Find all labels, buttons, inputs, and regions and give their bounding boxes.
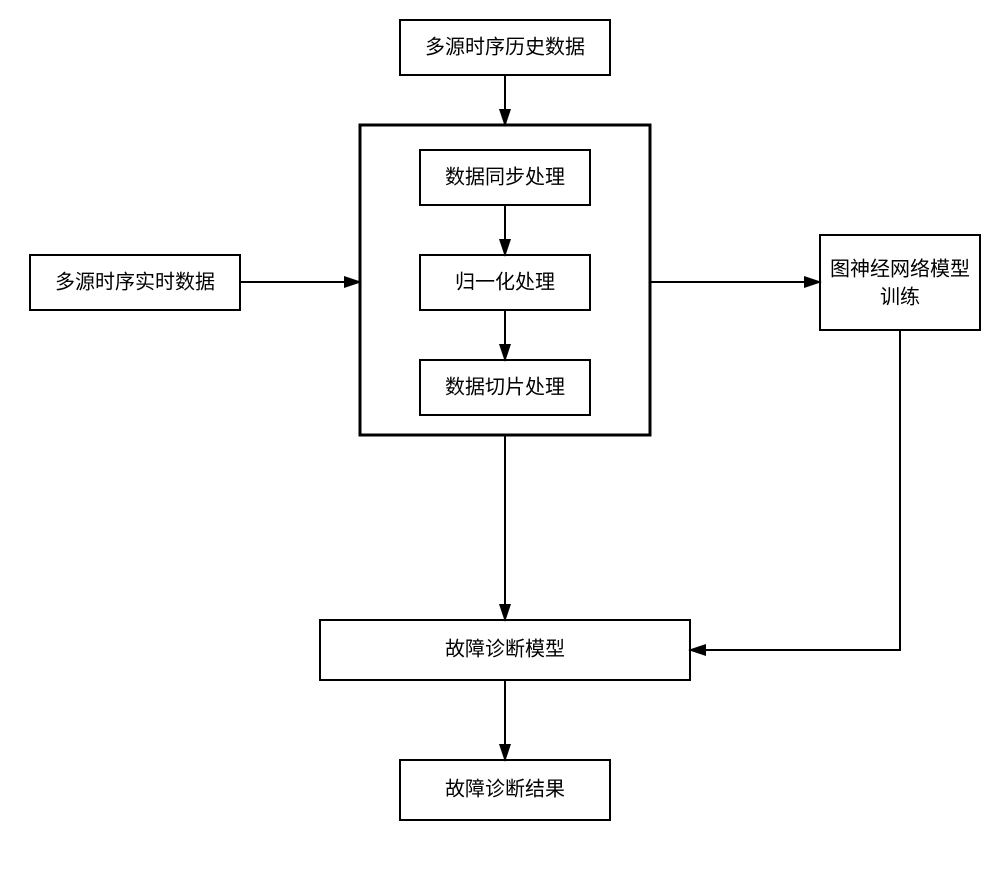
node-normalize-label: 归一化处理 — [455, 270, 555, 293]
node-gnn-train — [820, 235, 980, 330]
node-realtime-data-label: 多源时序实时数据 — [55, 270, 215, 293]
node-data-slice-label: 数据切片处理 — [445, 375, 565, 398]
node-fault-model-label: 故障诊断模型 — [445, 637, 565, 660]
node-history-data-label: 多源时序历史数据 — [425, 35, 585, 58]
node-data-sync-label: 数据同步处理 — [445, 165, 565, 188]
edge-right-n3 — [690, 330, 900, 650]
node-gnn-train-label1: 图神经网络模型 — [830, 257, 970, 280]
node-gnn-train-label2: 训练 — [880, 285, 920, 308]
node-fault-result-label: 故障诊断结果 — [445, 777, 565, 800]
